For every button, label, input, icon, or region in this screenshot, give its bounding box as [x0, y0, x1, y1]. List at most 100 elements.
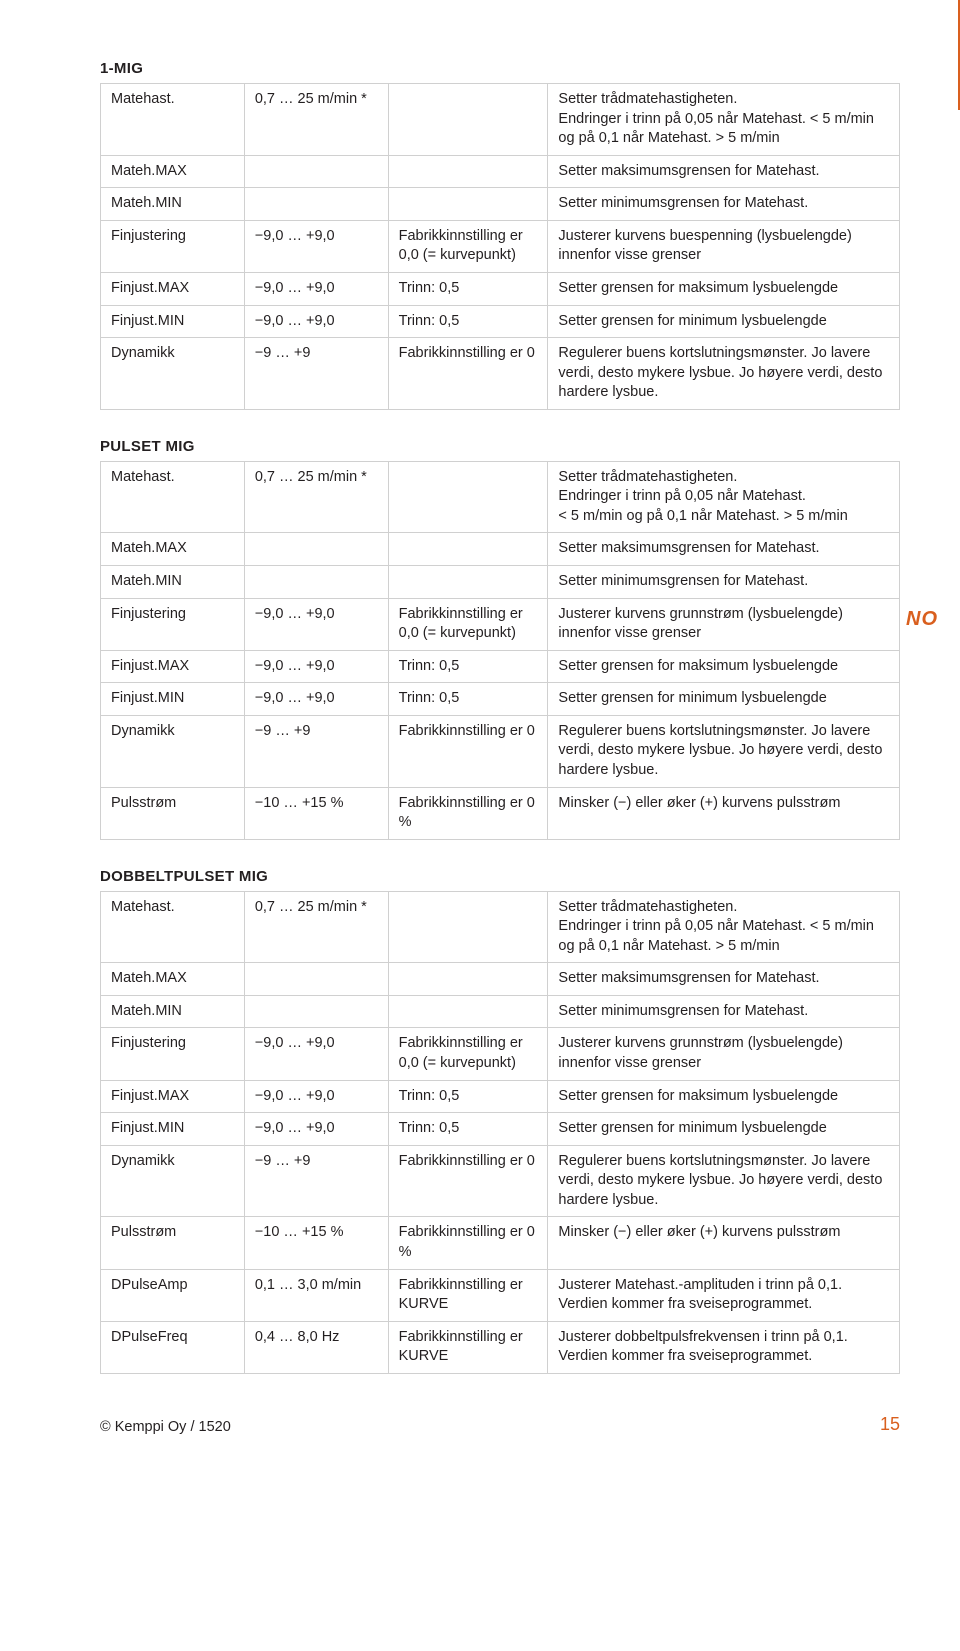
- table-cell: Justerer kurvens grunnstrøm (lysbuelengd…: [548, 598, 900, 650]
- table-cell: [388, 533, 548, 566]
- table-row: Dynamikk−9 … +9Fabrikkinnstilling er 0Re…: [101, 338, 900, 410]
- page-footer: © Kemppi Oy / 1520 15: [100, 1414, 900, 1435]
- table-cell: Setter maksimumsgrensen for Matehast.: [548, 533, 900, 566]
- table-cell: Justerer kurvens grunnstrøm (lysbuelengd…: [548, 1028, 900, 1080]
- table-cell: [244, 155, 388, 188]
- table-cell: Regulerer buens kortslutningsmønster. Jo…: [548, 338, 900, 410]
- table-row: Finjust.MIN−9,0 … +9,0Trinn: 0,5Setter g…: [101, 305, 900, 338]
- table-row: Dynamikk−9 … +9Fabrikkinnstilling er 0Re…: [101, 715, 900, 787]
- table-row: Mateh.MINSetter minimumsgrensen for Mate…: [101, 995, 900, 1028]
- table-row: Mateh.MINSetter minimumsgrensen for Mate…: [101, 566, 900, 599]
- table-row: Finjust.MAX−9,0 … +9,0Trinn: 0,5Setter g…: [101, 1080, 900, 1113]
- table-cell: Setter grensen for maksimum lysbuelengde: [548, 1080, 900, 1113]
- table-cell: [388, 566, 548, 599]
- table-row: Matehast.0,7 … 25 m/min *Setter trådmate…: [101, 84, 900, 156]
- table-cell: −9,0 … +9,0: [244, 220, 388, 272]
- table-cell: Trinn: 0,5: [388, 1113, 548, 1146]
- table-cell: Matehast.: [101, 891, 245, 963]
- table-cell: Mateh.MIN: [101, 188, 245, 221]
- table-cell: [244, 963, 388, 996]
- table-row: Matehast.0,7 … 25 m/min *Setter trådmate…: [101, 461, 900, 533]
- table-row: Pulsstrøm−10 … +15 %Fabrikkinnstilling e…: [101, 787, 900, 839]
- table-row: Mateh.MINSetter minimumsgrensen for Mate…: [101, 188, 900, 221]
- language-code-label: NO: [906, 608, 938, 631]
- table-cell: −9,0 … +9,0: [244, 683, 388, 716]
- table-cell: Setter minimumsgrensen for Matehast.: [548, 995, 900, 1028]
- table-cell: Setter grensen for maksimum lysbuelengde: [548, 650, 900, 683]
- section-title: DOBBELTPULSET MIG: [100, 868, 900, 885]
- table-cell: Setter grensen for minimum lysbuelengde: [548, 683, 900, 716]
- table-cell: Trinn: 0,5: [388, 1080, 548, 1113]
- table-row: Finjust.MAX−9,0 … +9,0Trinn: 0,5Setter g…: [101, 650, 900, 683]
- table-cell: −9 … +9: [244, 338, 388, 410]
- table-cell: [388, 461, 548, 533]
- table-cell: [244, 533, 388, 566]
- table-cell: −9,0 … +9,0: [244, 1080, 388, 1113]
- table-cell: Fabrikkinnstilling er 0,0 (= kurvepunkt): [388, 598, 548, 650]
- table-cell: Finjust.MAX: [101, 650, 245, 683]
- table-cell: Justerer dobbeltpulsfrekvensen i trinn p…: [548, 1321, 900, 1373]
- table-cell: Finjust.MIN: [101, 305, 245, 338]
- table-cell: Dynamikk: [101, 1145, 245, 1217]
- table-cell: Finjust.MAX: [101, 1080, 245, 1113]
- table-cell: DPulseFreq: [101, 1321, 245, 1373]
- table-row: Finjustering−9,0 … +9,0Fabrikkinnstillin…: [101, 220, 900, 272]
- table-row: Dynamikk−9 … +9Fabrikkinnstilling er 0Re…: [101, 1145, 900, 1217]
- table-cell: Finjust.MIN: [101, 1113, 245, 1146]
- table-cell: Setter grensen for maksimum lysbuelengde: [548, 272, 900, 305]
- table-cell: Pulsstrøm: [101, 1217, 245, 1269]
- table-cell: Trinn: 0,5: [388, 683, 548, 716]
- table-cell: Fabrikkinnstilling er KURVE: [388, 1269, 548, 1321]
- table-cell: Justerer Matehast.-amplituden i trinn på…: [548, 1269, 900, 1321]
- table-cell: Fabrikkinnstilling er 0 %: [388, 1217, 548, 1269]
- table-cell: 0,4 … 8,0 Hz: [244, 1321, 388, 1373]
- table-row: Finjustering−9,0 … +9,0Fabrikkinnstillin…: [101, 1028, 900, 1080]
- table-row: Finjustering−9,0 … +9,0Fabrikkinnstillin…: [101, 598, 900, 650]
- table-cell: Fabrikkinnstilling er 0: [388, 1145, 548, 1217]
- table-cell: Regulerer buens kortslutningsmønster. Jo…: [548, 715, 900, 787]
- table-cell: [244, 566, 388, 599]
- table-cell: [388, 84, 548, 156]
- page-content: 1-MIGMatehast.0,7 … 25 m/min *Setter trå…: [100, 60, 900, 1374]
- table-cell: Fabrikkinnstilling er 0: [388, 338, 548, 410]
- table-cell: Minsker (−) eller øker (+) kurvens pulss…: [548, 1217, 900, 1269]
- table-cell: Finjustering: [101, 220, 245, 272]
- table-cell: −9,0 … +9,0: [244, 1028, 388, 1080]
- table-cell: [388, 188, 548, 221]
- table-row: Matehast.0,7 … 25 m/min *Setter trådmate…: [101, 891, 900, 963]
- table-cell: −9 … +9: [244, 715, 388, 787]
- table-cell: Setter grensen for minimum lysbuelengde: [548, 305, 900, 338]
- table-cell: −9,0 … +9,0: [244, 598, 388, 650]
- table-row: Finjust.MIN−9,0 … +9,0Trinn: 0,5Setter g…: [101, 1113, 900, 1146]
- table-cell: −9,0 … +9,0: [244, 650, 388, 683]
- table-cell: Dynamikk: [101, 338, 245, 410]
- table-cell: Mateh.MAX: [101, 533, 245, 566]
- table-row: Mateh.MAXSetter maksimumsgrensen for Mat…: [101, 155, 900, 188]
- table-cell: 0,7 … 25 m/min *: [244, 84, 388, 156]
- table-cell: Finjust.MIN: [101, 683, 245, 716]
- copyright-text: © Kemppi Oy / 1520: [100, 1419, 231, 1435]
- table-cell: Justerer kurvens buespenning (lysbueleng…: [548, 220, 900, 272]
- table-cell: Mateh.MAX: [101, 963, 245, 996]
- table-cell: Trinn: 0,5: [388, 650, 548, 683]
- table-cell: Dynamikk: [101, 715, 245, 787]
- table-cell: Setter trådmatehastigheten. Endringer i …: [548, 84, 900, 156]
- table-cell: [244, 188, 388, 221]
- table-cell: 0,1 … 3,0 m/min: [244, 1269, 388, 1321]
- table-cell: Finjustering: [101, 598, 245, 650]
- section-title: PULSET MIG: [100, 438, 900, 455]
- table-cell: 0,7 … 25 m/min *: [244, 891, 388, 963]
- parameter-table: Matehast.0,7 … 25 m/min *Setter trådmate…: [100, 83, 900, 410]
- table-cell: Finjust.MAX: [101, 272, 245, 305]
- table-row: Finjust.MIN−9,0 … +9,0Trinn: 0,5Setter g…: [101, 683, 900, 716]
- table-cell: Setter trådmatehastigheten. Endringer i …: [548, 461, 900, 533]
- table-cell: Setter minimumsgrensen for Matehast.: [548, 566, 900, 599]
- parameter-table: Matehast.0,7 … 25 m/min *Setter trådmate…: [100, 461, 900, 840]
- table-cell: 0,7 … 25 m/min *: [244, 461, 388, 533]
- table-cell: Setter grensen for minimum lysbuelengde: [548, 1113, 900, 1146]
- table-cell: Fabrikkinnstilling er 0 %: [388, 787, 548, 839]
- table-cell: −9 … +9: [244, 1145, 388, 1217]
- table-cell: −9,0 … +9,0: [244, 305, 388, 338]
- table-cell: [388, 963, 548, 996]
- section-title: 1-MIG: [100, 60, 900, 77]
